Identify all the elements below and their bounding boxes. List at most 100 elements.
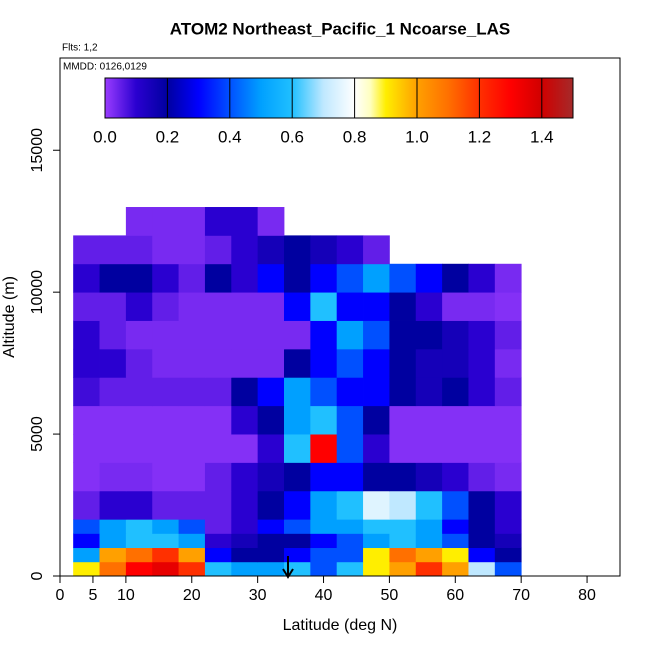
- plot-frame: [59, 57, 621, 577]
- heat-cell: [336, 490, 364, 520]
- heat-cell: [336, 547, 364, 563]
- heat-cell: [257, 490, 285, 520]
- heat-cell: [231, 263, 259, 293]
- heat-cell: [310, 235, 338, 265]
- heat-cell: [257, 561, 285, 577]
- heat-cell: [336, 405, 364, 435]
- heat-cell: [336, 561, 364, 577]
- colorbar-tick-label: 0.8: [343, 127, 367, 146]
- heat-cell: [73, 519, 100, 534]
- heat-cell: [363, 235, 390, 265]
- heat-cell: [310, 490, 338, 520]
- heat-cell: [494, 519, 522, 534]
- heat-cell: [99, 263, 127, 293]
- heat-cell: [494, 547, 522, 563]
- heat-cell: [389, 263, 417, 293]
- heat-cell: [442, 263, 469, 293]
- heat-cell: [152, 263, 179, 293]
- heat-cell: [442, 547, 469, 563]
- heat-cell: [310, 519, 338, 534]
- heat-cell: [73, 434, 100, 463]
- heat-cell: [99, 235, 127, 265]
- heat-cell: [468, 561, 496, 577]
- heat-cell: [231, 490, 259, 520]
- heat-cell: [442, 533, 469, 549]
- heat-cell: [231, 235, 259, 265]
- heat-cell: [178, 377, 206, 407]
- heat-cell: [152, 462, 179, 492]
- heat-cell: [125, 235, 153, 265]
- heat-cell: [284, 348, 311, 378]
- colorbar-tick-label: 1.0: [405, 127, 429, 146]
- heat-cell: [415, 348, 443, 378]
- heat-cell: [389, 320, 417, 350]
- heat-cell: [73, 348, 100, 378]
- heat-cell: [389, 292, 417, 321]
- colorbar-tick-label: 0.0: [93, 127, 117, 146]
- heat-cell: [99, 348, 127, 378]
- x-tick-label: 30: [249, 587, 267, 604]
- y-tick-label: 5000: [29, 416, 46, 452]
- heat-cell: [204, 547, 232, 563]
- heat-cell: [99, 519, 127, 534]
- heat-cell: [257, 377, 285, 407]
- heat-cell: [257, 207, 285, 236]
- heat-cell: [257, 434, 285, 463]
- heat-cell: [152, 547, 179, 563]
- heat-cell: [442, 405, 469, 435]
- heat-cell: [257, 519, 285, 534]
- heat-cell: [494, 263, 522, 293]
- heat-cell: [231, 462, 259, 492]
- heat-cell: [310, 263, 338, 293]
- heat-cell: [125, 263, 153, 293]
- heat-cell: [204, 434, 232, 463]
- heat-cell: [468, 533, 496, 549]
- heat-cell: [415, 377, 443, 407]
- colorbar: [104, 77, 574, 119]
- heat-cell: [231, 519, 259, 534]
- heat-cell: [73, 405, 100, 435]
- heat-cell: [178, 519, 206, 534]
- heat-cell: [389, 434, 417, 463]
- heat-cell: [494, 533, 522, 549]
- heat-cell: [73, 490, 100, 520]
- colorbar-tick-label: 0.6: [280, 127, 304, 146]
- heat-cell: [494, 462, 522, 492]
- heat-cell: [442, 462, 469, 492]
- heat-cell: [494, 561, 522, 577]
- heat-cell: [99, 434, 127, 463]
- heat-cell: [152, 533, 179, 549]
- heat-cell: [73, 547, 100, 563]
- heat-cell: [310, 405, 338, 435]
- heat-cell: [204, 519, 232, 534]
- heat-cell: [152, 434, 179, 463]
- heat-cell: [336, 519, 364, 534]
- heat-cell: [152, 292, 179, 321]
- heat-cell: [389, 462, 417, 492]
- heat-cell: [494, 320, 522, 350]
- x-tick-label: 20: [183, 587, 201, 604]
- heat-cell: [389, 405, 417, 435]
- colorbar-tick-label: 1.2: [468, 127, 492, 146]
- heat-cell: [204, 348, 232, 378]
- heat-cell: [363, 519, 390, 534]
- heat-cell: [336, 533, 364, 549]
- heat-cell: [284, 377, 311, 407]
- colorbar-tick-label: 0.2: [156, 127, 180, 146]
- heat-cell: [389, 377, 417, 407]
- heat-cell: [415, 490, 443, 520]
- heat-cell: [99, 533, 127, 549]
- heat-cell: [336, 377, 364, 407]
- heat-cell: [468, 348, 496, 378]
- x-tick-label: 60: [446, 587, 464, 604]
- heat-cell: [125, 207, 153, 236]
- heat-cell: [336, 320, 364, 350]
- heat-cell: [257, 547, 285, 563]
- heat-cell: [257, 320, 285, 350]
- heat-cell: [231, 547, 259, 563]
- heat-cell: [363, 434, 390, 463]
- heat-cell: [310, 434, 338, 463]
- heat-cell: [178, 292, 206, 321]
- heat-cell: [204, 405, 232, 435]
